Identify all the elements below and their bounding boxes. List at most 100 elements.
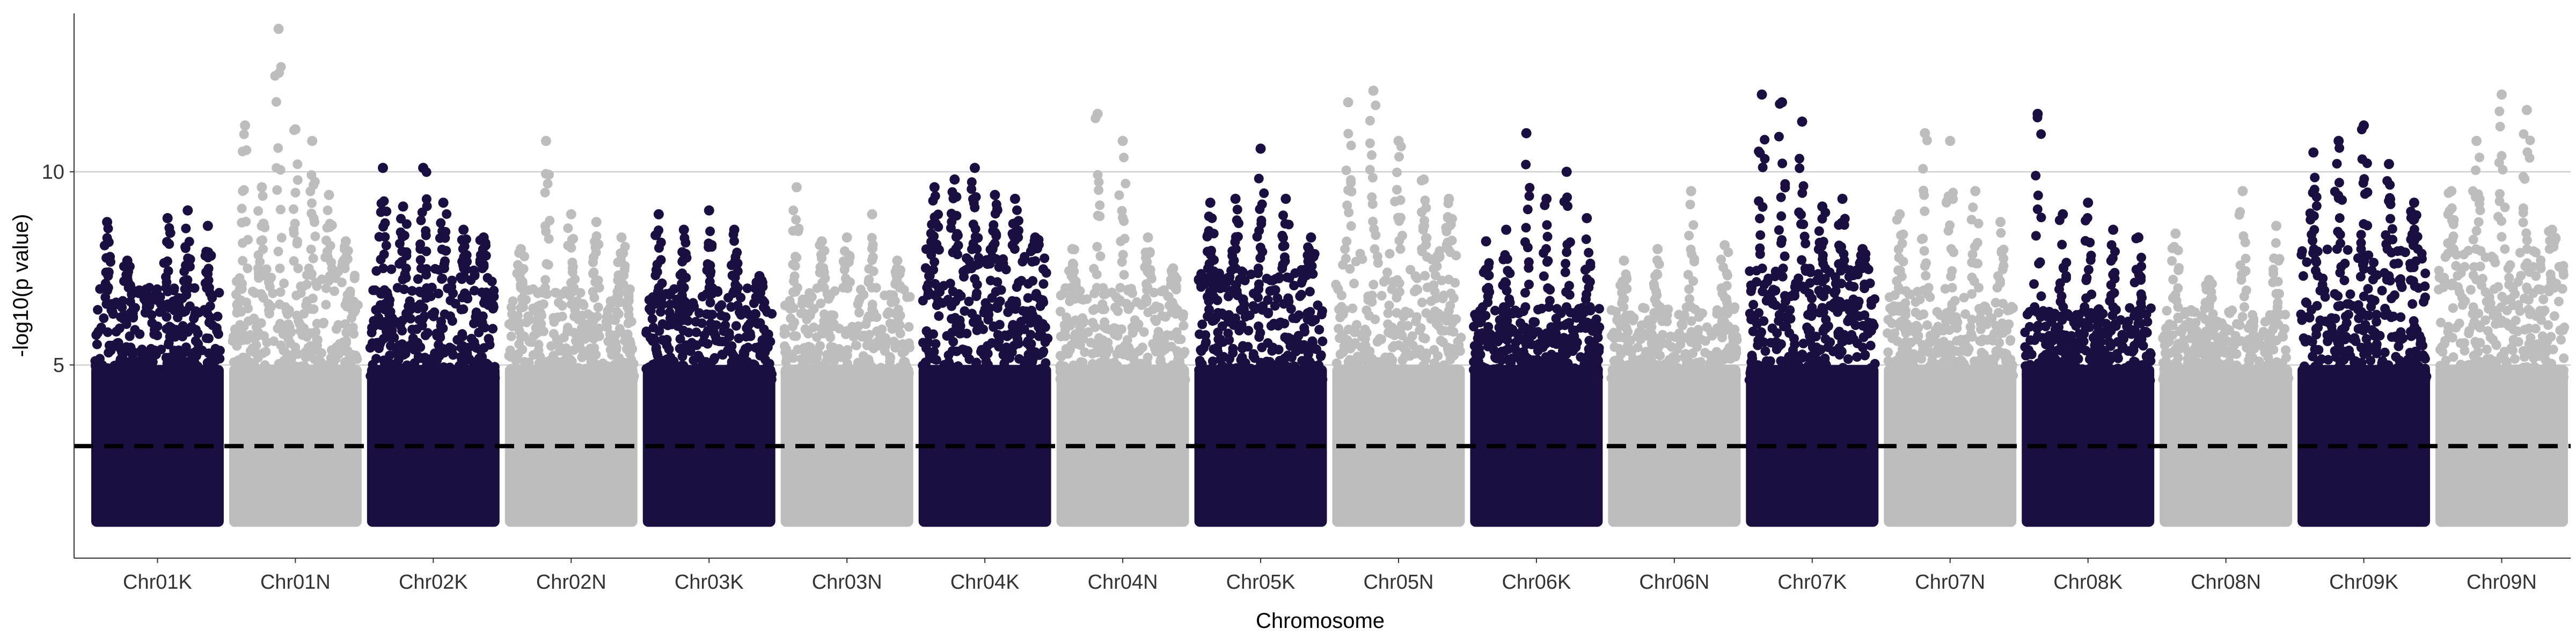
data-point (742, 283, 752, 294)
data-point (1366, 150, 1377, 160)
data-point (702, 259, 713, 269)
data-point (1816, 345, 1826, 355)
data-point (1219, 352, 1229, 362)
data-point (1654, 259, 1664, 269)
data-point (1811, 332, 1821, 341)
peak-point (1444, 194, 1454, 204)
data-point (344, 363, 354, 373)
peak-point (1797, 116, 1807, 127)
data-point (310, 177, 320, 187)
data-point (250, 362, 260, 372)
data-point (1716, 254, 1726, 265)
data-point (273, 143, 283, 153)
data-point (290, 342, 301, 353)
data-point (210, 372, 221, 382)
data-point (1763, 273, 1774, 283)
data-point (1683, 368, 1693, 378)
data-point (293, 264, 303, 274)
data-point (960, 306, 970, 316)
data-point (1272, 293, 1283, 303)
data-point (1109, 323, 1119, 333)
data-point (1280, 332, 1290, 342)
data-point (128, 311, 138, 321)
data-point (1447, 236, 1457, 246)
data-point (1498, 254, 1509, 265)
data-point (1790, 291, 1799, 301)
peak-point (257, 182, 267, 193)
data-point (1119, 216, 1129, 226)
data-point (314, 356, 325, 367)
data-point (1559, 196, 1569, 207)
data-point (648, 323, 658, 333)
data-point (186, 362, 196, 372)
data-point (103, 327, 113, 337)
data-point (295, 326, 305, 336)
data-point (1609, 342, 1620, 352)
data-point (398, 274, 408, 284)
data-point (851, 340, 861, 350)
data-point (1394, 340, 1404, 350)
peak-point (1541, 194, 1552, 204)
data-point (477, 318, 487, 328)
data-point (1592, 345, 1602, 355)
data-point (605, 345, 616, 355)
data-point (822, 350, 832, 360)
data-point (1140, 262, 1150, 272)
data-point (1795, 163, 1805, 173)
data-point (193, 328, 203, 339)
data-point (1429, 358, 1439, 368)
peak-point (704, 205, 714, 216)
data-point (114, 358, 125, 368)
data-point (803, 355, 813, 365)
data-point (1883, 347, 1893, 357)
data-point (1495, 334, 1505, 344)
data-point (1255, 303, 1265, 313)
data-point (1392, 289, 1402, 299)
data-point (238, 353, 248, 362)
data-point (1647, 340, 1657, 350)
data-point (1274, 274, 1284, 284)
data-point (1621, 323, 1631, 333)
data-point (1638, 303, 1648, 313)
peak-point (591, 217, 602, 228)
data-point (1118, 250, 1128, 260)
data-point (1284, 273, 1294, 283)
data-point (763, 329, 773, 339)
data-point (1791, 351, 1802, 361)
data-point (1217, 374, 1227, 384)
data-point (162, 312, 172, 322)
data-point (381, 240, 391, 251)
data-point (1130, 320, 1140, 330)
data-point (924, 375, 934, 385)
data-point (1496, 372, 1506, 382)
data-point (1760, 153, 1770, 164)
data-point (1388, 277, 1397, 287)
data-point (1099, 289, 1109, 299)
data-point (656, 307, 665, 317)
data-point (1392, 185, 1402, 195)
data-point (1265, 357, 1275, 367)
data-point (1111, 363, 1121, 374)
data-point (1731, 370, 1741, 380)
data-point (1316, 310, 1327, 319)
data-point (331, 324, 341, 334)
data-point (1307, 360, 1317, 370)
peak-point (653, 209, 664, 219)
data-point (399, 230, 409, 240)
data-point (1403, 367, 1413, 377)
data-point (731, 321, 741, 331)
data-point (1363, 291, 1373, 302)
data-point (413, 304, 423, 313)
data-point (1516, 318, 1526, 328)
data-point (1818, 307, 1828, 317)
peak-point (1418, 174, 1429, 185)
data-point (1686, 327, 1696, 337)
data-point (436, 218, 446, 228)
data-point (950, 313, 960, 323)
data-point (258, 244, 268, 254)
data-point (918, 296, 928, 306)
data-point (350, 305, 360, 316)
data-point (1233, 290, 1243, 301)
data-point (691, 317, 701, 327)
data-point (1038, 346, 1049, 356)
